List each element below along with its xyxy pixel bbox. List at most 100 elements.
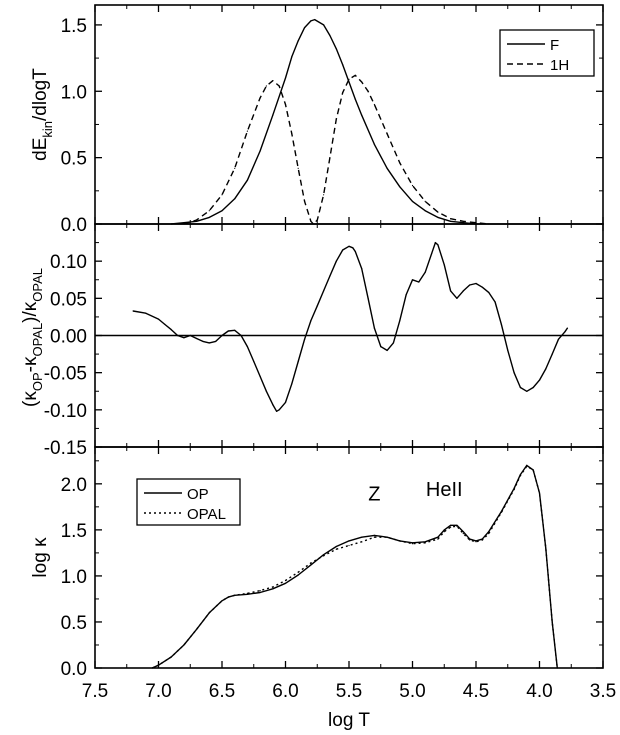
data-point bbox=[545, 547, 547, 549]
legend-box bbox=[136, 478, 241, 526]
data-point bbox=[348, 245, 350, 247]
data-point bbox=[335, 118, 337, 120]
1h-series-line bbox=[183, 74, 489, 225]
data-point bbox=[272, 80, 274, 82]
y-tick-label: 1.0 bbox=[61, 82, 87, 103]
data-point bbox=[399, 162, 401, 164]
data-point bbox=[443, 264, 445, 266]
data-point bbox=[284, 582, 287, 584]
data-point bbox=[538, 379, 541, 381]
data-point bbox=[196, 219, 198, 221]
data-point bbox=[316, 305, 318, 307]
data-point bbox=[538, 492, 541, 494]
x-tick-label: 7.0 bbox=[145, 681, 171, 702]
data-point bbox=[234, 198, 236, 200]
data-point bbox=[405, 294, 407, 296]
data-point bbox=[519, 474, 522, 477]
data-point bbox=[475, 282, 477, 285]
data-point bbox=[323, 194, 325, 196]
y-axis-title: log κ bbox=[30, 537, 51, 578]
data-point bbox=[297, 360, 299, 363]
data-point bbox=[316, 219, 318, 221]
y-tick-label: -0.15 bbox=[44, 438, 87, 459]
data-point bbox=[424, 541, 426, 543]
data-point bbox=[462, 220, 464, 222]
data-point bbox=[329, 157, 331, 159]
data-point bbox=[348, 81, 350, 83]
data-point bbox=[424, 200, 426, 202]
data-point bbox=[208, 216, 210, 218]
data-point bbox=[145, 312, 147, 314]
data-point bbox=[566, 327, 569, 329]
data-point bbox=[208, 210, 210, 212]
data-point bbox=[469, 284, 471, 286]
data-point bbox=[310, 562, 312, 564]
data-point bbox=[354, 98, 356, 100]
data-point bbox=[221, 210, 223, 212]
data-point bbox=[246, 593, 248, 595]
y-tick-label: -0.10 bbox=[44, 401, 87, 422]
data-point bbox=[475, 222, 477, 224]
y-tick-label: 0.5 bbox=[61, 613, 87, 634]
data-point bbox=[183, 337, 185, 339]
data-point bbox=[221, 600, 223, 602]
data-point bbox=[196, 220, 198, 222]
data-point bbox=[284, 579, 287, 582]
data-point bbox=[450, 526, 452, 528]
y-tick-label: 0.00 bbox=[50, 327, 87, 348]
data-point bbox=[500, 511, 502, 513]
data-point bbox=[284, 103, 287, 106]
data-point bbox=[157, 318, 160, 320]
data-point bbox=[227, 596, 229, 598]
data-point bbox=[297, 40, 299, 42]
data-point bbox=[519, 386, 522, 389]
data-point bbox=[284, 401, 287, 403]
data-point bbox=[291, 383, 293, 385]
data-point bbox=[304, 27, 306, 29]
data-point bbox=[437, 211, 439, 213]
data-point bbox=[202, 340, 204, 342]
data-point bbox=[373, 536, 375, 538]
data-point bbox=[500, 323, 502, 325]
data-point bbox=[170, 329, 172, 331]
data-point bbox=[272, 114, 274, 116]
data-point bbox=[475, 540, 477, 542]
y-tick-label: 0.10 bbox=[50, 252, 87, 273]
y-axis-title: dEkin/dlogT bbox=[30, 68, 55, 161]
data-point bbox=[323, 290, 325, 292]
legend-label: F bbox=[550, 37, 559, 54]
data-point bbox=[450, 220, 452, 222]
data-point bbox=[253, 360, 255, 363]
data-point bbox=[208, 612, 210, 614]
y-tick-label: 0.0 bbox=[61, 215, 87, 236]
data-point bbox=[189, 334, 191, 337]
data-point bbox=[342, 92, 344, 94]
data-point bbox=[196, 337, 198, 340]
x-tick-labels: 7.5 7.0 6.5 6.0 5.5 5.0 4.5 4.0 3.5 bbox=[82, 681, 616, 702]
data-point bbox=[278, 85, 280, 87]
bottom-panel-frame bbox=[94, 446, 604, 669]
data-point bbox=[227, 330, 229, 332]
data-point bbox=[456, 524, 458, 526]
data-point bbox=[424, 542, 426, 544]
data-point bbox=[462, 531, 464, 533]
x-tick-label: 4.0 bbox=[526, 681, 552, 702]
data-point bbox=[265, 390, 267, 392]
legend-label: OP bbox=[187, 486, 209, 503]
data-point bbox=[526, 464, 528, 466]
data-point bbox=[221, 334, 223, 337]
data-point bbox=[399, 186, 401, 188]
data-point bbox=[329, 34, 331, 37]
data-point bbox=[259, 375, 261, 377]
data-point bbox=[488, 291, 490, 293]
data-point bbox=[272, 586, 274, 588]
middle-series-line bbox=[132, 241, 568, 412]
data-point bbox=[342, 249, 344, 251]
data-point bbox=[380, 346, 382, 348]
data-point bbox=[297, 571, 299, 573]
data-point bbox=[367, 90, 369, 92]
data-point bbox=[164, 323, 166, 325]
legend-label: 1H bbox=[550, 57, 569, 74]
y-tick-label: 0.05 bbox=[50, 289, 87, 310]
